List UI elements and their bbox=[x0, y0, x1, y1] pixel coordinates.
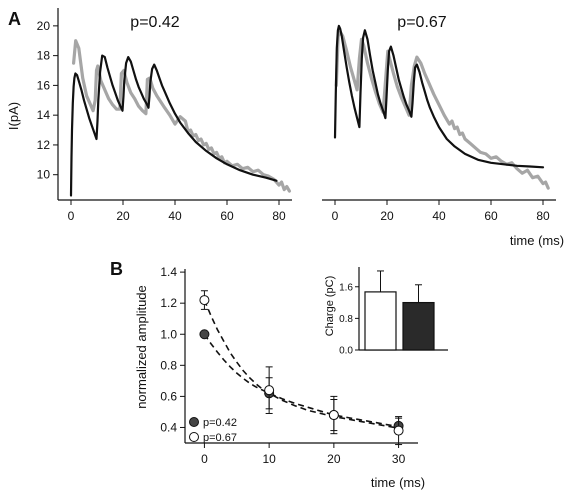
panel-a-right-x-tick-label-3: 60 bbox=[484, 209, 498, 223]
inset-bar-0 bbox=[364, 291, 397, 351]
panel-b-y-tick-label-1: 0.6 bbox=[160, 389, 177, 403]
inset-bar-1 bbox=[402, 301, 435, 351]
panel-a-x-axis-label: time (ms) bbox=[510, 233, 564, 248]
panel-b-y-tick-label-4: 1.2 bbox=[160, 296, 177, 310]
panel-a-left-y-tick-label-4: 18 bbox=[37, 49, 51, 63]
panel-b-y-tick-label-5: 1.4 bbox=[160, 265, 177, 279]
panel-b-y-tick-label-3: 1.0 bbox=[160, 327, 177, 341]
legend-marker-p067 bbox=[189, 432, 199, 442]
inset-y-axis-label: Charge (pC) bbox=[324, 276, 336, 337]
panel-a-left-fit-trace bbox=[69, 54, 278, 197]
panel-b-x-tick-label-1: 10 bbox=[262, 452, 276, 466]
panel-a-left-y-tick-label-0: 10 bbox=[37, 168, 51, 182]
panel-a-letter: A bbox=[8, 9, 21, 29]
panel-a-left-x-tick-label-0: 0 bbox=[68, 209, 75, 223]
panel-b-point-p067 bbox=[199, 295, 210, 306]
panel-b-x-axis-label: time (ms) bbox=[371, 475, 425, 490]
inset-y-tick-label-1: 0.8 bbox=[339, 314, 353, 325]
panel-b-y-tick-label-0: 0.4 bbox=[160, 420, 177, 434]
panel-a-left-y-tick-label-5: 20 bbox=[37, 19, 51, 33]
panel-a-right-title: p=0.67 bbox=[397, 14, 446, 31]
panel-b-chart: normalized amplitude time (ms) p=0.42 p=… bbox=[134, 265, 448, 490]
panel-a-left-y-tick-label-1: 12 bbox=[37, 138, 51, 152]
panel-a-right-x-tick-label-1: 20 bbox=[380, 209, 394, 223]
panel-a-left-y-tick-label-3: 16 bbox=[37, 78, 51, 92]
panel-a-right-x-tick-label-4: 80 bbox=[536, 209, 550, 223]
panel-a-right-chart: p=0.67 time (ms) 0 20 40 60 80 bbox=[322, 14, 564, 248]
panel-b-x-tick-label-2: 20 bbox=[327, 452, 341, 466]
legend-marker-p042 bbox=[189, 417, 199, 427]
panel-a-left-x-tick-label-3: 60 bbox=[220, 209, 234, 223]
panel-b-x-tick-label-3: 30 bbox=[392, 452, 406, 466]
inset-y-tick-label-0: 0.0 bbox=[339, 346, 353, 357]
panel-a-right-x-tick-label-0: 0 bbox=[332, 209, 339, 223]
panel-a-left-x-tick-label-1: 20 bbox=[116, 209, 130, 223]
panel-b-point-p067 bbox=[393, 425, 404, 436]
inset-y-tick-label-2: 1.6 bbox=[339, 282, 353, 293]
panel-b-y-tick-label-2: 0.8 bbox=[160, 358, 177, 372]
panel-a-left-x-tick-label-2: 40 bbox=[168, 209, 182, 223]
panel-b-point-p067 bbox=[264, 385, 275, 396]
panel-a-right-fit-trace bbox=[333, 24, 545, 169]
panel-a-y-axis-label: I(pA) bbox=[6, 102, 21, 130]
panel-b-fit-p042 bbox=[203, 333, 399, 428]
panel-a-left-chart: p=0.42 I(pA) 0 20 40 60 80 10 12 14 16 18 20 bbox=[6, 8, 292, 223]
panel-b-point-p067 bbox=[328, 410, 339, 421]
panel-b-point-p042 bbox=[199, 329, 210, 340]
panel-a-left-x-tick-label-4: 80 bbox=[272, 209, 286, 223]
panel-b-x-tick-label-0: 0 bbox=[201, 452, 208, 466]
panel-b-letter: B bbox=[110, 259, 123, 279]
panel-a-left-title: p=0.42 bbox=[130, 14, 179, 31]
legend-label-p067: p=0.67 bbox=[203, 432, 237, 444]
panel-a-right-x-tick-label-2: 40 bbox=[432, 209, 446, 223]
panel-b-legend: p=0.42 p=0.67 bbox=[189, 417, 237, 444]
panel-a-left-y-tick-label-2: 14 bbox=[37, 108, 51, 122]
panel-b-y-axis-label: normalized amplitude bbox=[134, 285, 149, 409]
legend-label-p042: p=0.42 bbox=[203, 417, 237, 429]
panel-a-left-recorded-trace bbox=[72, 39, 291, 193]
